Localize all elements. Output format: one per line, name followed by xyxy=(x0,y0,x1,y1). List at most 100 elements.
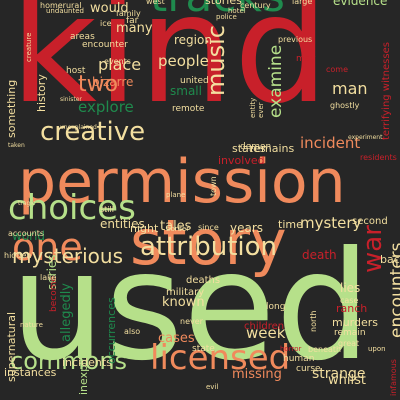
word-states: states xyxy=(232,142,266,156)
word-week: week xyxy=(246,324,286,342)
word-long: long xyxy=(266,301,286,312)
word-previous: previous xyxy=(278,34,313,44)
word-kind: kind xyxy=(10,0,329,137)
word-creature: creature xyxy=(25,32,33,62)
word-beneath: beneath xyxy=(308,344,342,354)
word-stories: stories xyxy=(205,0,242,8)
word-permission: permission xyxy=(18,147,346,217)
word-instances: instances xyxy=(4,366,57,380)
word-place: place xyxy=(98,55,142,75)
word-undaunted: undaunted xyxy=(46,7,84,16)
word-one: one xyxy=(12,224,83,269)
word-united: united xyxy=(180,75,209,86)
word-since: since xyxy=(198,222,219,232)
word-something: something xyxy=(5,79,18,138)
word-evidence: evidence xyxy=(333,0,388,9)
word-upon: upon xyxy=(368,345,386,354)
word-incident: incident xyxy=(300,134,361,152)
word-curse: curse xyxy=(296,363,321,374)
word-people: people xyxy=(158,52,209,70)
word-remains: remains xyxy=(250,142,295,156)
word-small: small xyxy=(170,84,202,99)
word-sinister: sinister xyxy=(60,96,82,104)
word-events: events xyxy=(104,56,131,66)
word-never: never xyxy=(180,316,203,326)
word-death: death xyxy=(302,248,337,263)
word-family: family xyxy=(116,8,141,18)
word-history: history xyxy=(35,74,48,112)
word-human: human xyxy=(283,353,315,364)
word-far: far xyxy=(126,15,139,26)
word-deaths: deaths xyxy=(186,275,221,286)
word-would: would xyxy=(90,0,129,16)
word-taken: taken xyxy=(8,142,25,150)
word-great: great xyxy=(338,338,360,348)
word-north: north xyxy=(309,310,318,332)
word-mysterious: mysterious xyxy=(12,244,123,268)
word-lies: lies xyxy=(340,281,361,296)
word-case: case xyxy=(340,295,359,305)
word-second: second xyxy=(352,216,388,227)
word-known: known xyxy=(162,294,205,310)
word-entities: entities xyxy=(100,217,145,232)
word-infamous: infamous xyxy=(389,359,398,396)
word-story: story xyxy=(130,206,287,280)
word-years: years xyxy=(230,221,264,236)
word-incidents: incidents xyxy=(62,356,112,370)
word-encounter: encounter xyxy=(82,39,128,50)
word-nature: nature xyxy=(20,321,43,330)
word-terrifying-witnesses: terrifying witnesses xyxy=(381,42,392,140)
word-large: large xyxy=(292,0,313,6)
word-lake: lake xyxy=(40,272,57,282)
word-explore: explore xyxy=(78,98,134,116)
word-missing: missing xyxy=(232,366,282,382)
word-involved: involved xyxy=(218,154,265,168)
word-ice: ice xyxy=(100,18,112,28)
word-attribution: attribution xyxy=(140,232,278,263)
word-ever: ever xyxy=(257,102,265,118)
word-strange: strange xyxy=(312,365,366,382)
word-ghostly: ghostly xyxy=(330,100,360,110)
word-west: west xyxy=(146,0,165,6)
word-tales: tales xyxy=(160,218,192,234)
word-whilst: whilst xyxy=(328,372,366,388)
word-occurrences: occurrences xyxy=(105,297,118,364)
word-remain: remain xyxy=(334,327,366,338)
word-areas: areas xyxy=(70,31,95,42)
word-man: man xyxy=(332,79,368,99)
word-ranch: ranch xyxy=(336,302,368,316)
word-tracks: tracks xyxy=(150,0,285,19)
word-century: century xyxy=(240,0,271,10)
word-tragic: tragic xyxy=(18,200,36,208)
word-two: two xyxy=(78,72,119,98)
word-choices: choices xyxy=(8,187,136,228)
word-accounts: accounts xyxy=(8,228,45,238)
word-may: may xyxy=(296,53,316,64)
word-murders: murders xyxy=(332,316,379,330)
word-homerural: homerural xyxy=(40,0,82,10)
word-border: border xyxy=(166,225,190,234)
word-evil: evil xyxy=(206,383,219,392)
word-creative: creative xyxy=(40,117,146,148)
word-unexplained: unexplained xyxy=(60,124,97,132)
word-used: used xyxy=(10,220,371,394)
word-hotel: hotel xyxy=(228,7,246,16)
word-mystery: mystery xyxy=(300,214,362,232)
word-night: night xyxy=(130,222,159,236)
word-many: many xyxy=(116,20,153,36)
word-children: children xyxy=(244,321,285,332)
word-time: time xyxy=(278,218,303,232)
word-horror: horror xyxy=(280,345,302,354)
word-bizarre: bizarre xyxy=(92,75,134,90)
word-also: also xyxy=(124,326,141,336)
word-cases: cases xyxy=(158,330,195,346)
word-come: come xyxy=(326,64,349,74)
word-examine: examine xyxy=(266,44,286,118)
word-plane: plane xyxy=(166,191,186,200)
word-allegedly: allegedly xyxy=(59,283,74,342)
word-state: state xyxy=(192,343,215,354)
word-military: military xyxy=(166,287,205,298)
word-experiment: experiment xyxy=(348,134,383,142)
word-town: town xyxy=(209,176,218,196)
